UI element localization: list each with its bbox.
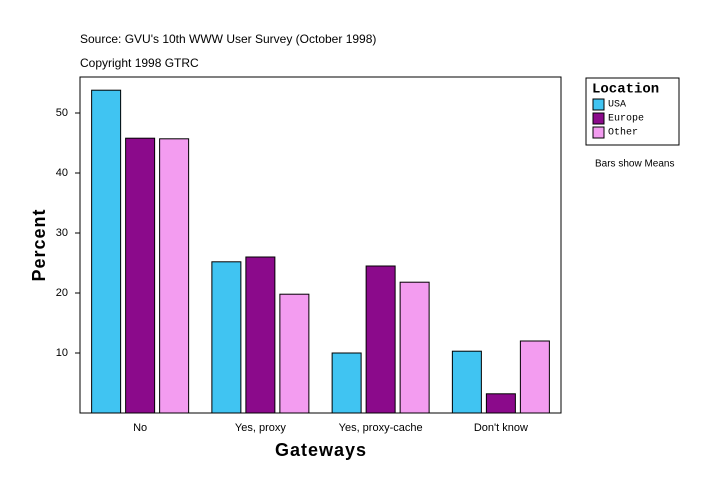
plot-frame [79,76,562,414]
y-tick-label: 40 [56,167,68,179]
y-axis-label: Percent [29,208,49,281]
legend-title: Location [592,82,659,98]
y-tick-label: 30 [56,227,68,239]
copyright-text: Copyright 1998 GTRC [80,56,199,70]
legend-swatch [592,112,605,125]
legend-swatch [592,98,605,111]
y-tick-label: 10 [56,347,68,359]
source-text: Source: GVU's 10th WWW User Survey (Octo… [80,32,376,46]
x-tick-label: Don't know [474,422,528,434]
x-axis-label: Gateways [275,440,367,460]
bar [211,261,242,414]
y-tick-label: 20 [56,287,68,299]
bar [331,352,362,414]
bar [125,137,156,414]
bar [451,350,482,414]
bar [245,256,276,414]
legend-label: USA [608,100,626,111]
note-text: Bars show Means [595,159,674,170]
x-tick-label: Yes, proxy [235,422,286,434]
bar [399,281,430,414]
bar [485,393,516,414]
bar [365,265,396,414]
y-tick-label: 50 [56,107,68,119]
legend-label: Europe [608,114,644,125]
bar [279,293,310,414]
x-tick-label: Yes, proxy-cache [339,422,423,434]
x-tick-label: No [133,422,147,434]
bar [91,89,122,414]
legend-swatch [592,126,605,139]
bar [159,138,190,414]
bar [519,340,550,414]
legend-label: Other [608,127,638,139]
